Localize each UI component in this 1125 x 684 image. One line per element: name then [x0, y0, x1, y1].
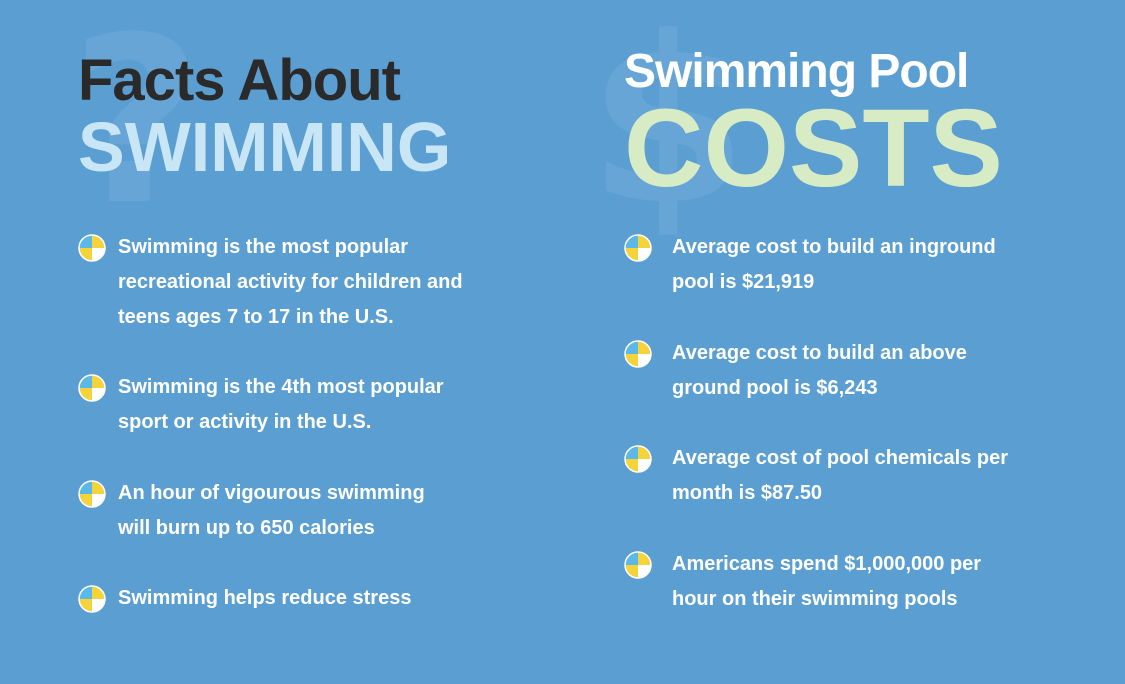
list-item: Americans spend $1,000,000 per hour on t…	[624, 551, 1084, 617]
costs-title-line1: Swimming Pool	[624, 45, 969, 98]
dollar-sign-icon: $	[588, 0, 749, 256]
beach-ball-icon	[78, 234, 106, 262]
beach-ball-icon	[624, 551, 652, 579]
beach-ball-icon	[624, 445, 652, 473]
list-item: Average cost of pool chemicals per month…	[624, 445, 1084, 511]
list-item: Swimming helps reduce stress	[78, 585, 538, 616]
costs-title-line2: COSTS	[624, 87, 1003, 210]
beach-ball-icon	[624, 234, 652, 262]
list-item: An hour of vigourous swimming will burn …	[78, 480, 538, 546]
list-item: Swimming is the most popular recreationa…	[78, 234, 538, 335]
list-item: Swimming is the 4th most popular sport o…	[78, 374, 538, 440]
list-item: Average cost to build an above ground po…	[624, 340, 1084, 406]
beach-ball-icon	[78, 480, 106, 508]
list-item: Average cost to build an inground pool i…	[624, 234, 1084, 300]
facts-title-line2: SWIMMING	[78, 108, 452, 186]
beach-ball-icon	[624, 340, 652, 368]
beach-ball-icon	[78, 585, 106, 613]
facts-title-line1: Facts About	[78, 48, 401, 113]
beach-ball-icon	[78, 374, 106, 402]
question-mark-icon: ?	[70, 0, 204, 256]
